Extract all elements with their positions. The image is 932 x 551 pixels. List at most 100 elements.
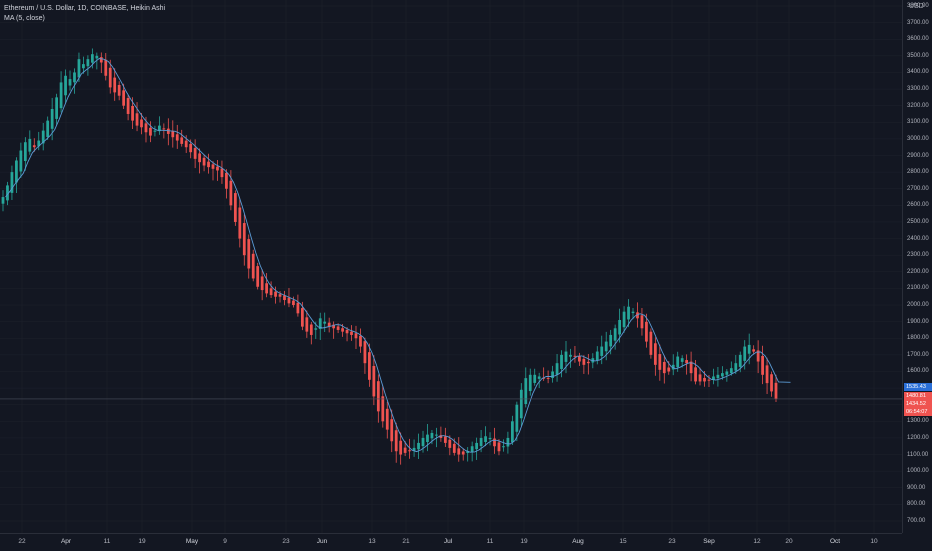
chart-area[interactable]: Ethereum / U.S. Dollar, 1D, COINBASE, He… <box>0 0 902 533</box>
candle-down <box>372 365 376 397</box>
candle-down <box>640 315 644 329</box>
candle-up <box>618 319 621 335</box>
candle-down <box>193 148 197 159</box>
candle-up <box>86 59 90 67</box>
close-value-badge: 1434.52 <box>904 400 932 408</box>
candle-down <box>126 98 130 114</box>
time-tick-label: Jul <box>443 538 453 545</box>
ma-value-badge: 1535.43 <box>904 383 932 391</box>
price-tick-label: 3200.00 <box>907 102 929 109</box>
candle-down <box>198 153 201 163</box>
ma-line <box>5 58 791 453</box>
price-tick-label: 3100.00 <box>907 119 929 126</box>
time-tick-label: 10 <box>870 538 878 545</box>
time-tick-label: 11 <box>486 538 494 545</box>
candle-down <box>698 374 702 382</box>
candle-down <box>256 266 260 287</box>
time-tick-label: 23 <box>282 538 290 545</box>
candle-up <box>466 451 470 453</box>
candle-down <box>260 276 264 291</box>
candle-up <box>479 437 483 447</box>
candle-up <box>59 82 63 109</box>
candle-up <box>524 378 528 405</box>
symbol-title[interactable]: Ethereum / U.S. Dollar, 1D, COINBASE, He… <box>4 5 166 12</box>
candle-up <box>537 376 541 379</box>
candle-down <box>363 341 367 364</box>
candle-down <box>122 90 126 106</box>
candle-up <box>421 437 425 447</box>
candle-down <box>390 419 394 442</box>
candle-up <box>738 354 742 367</box>
candle-up <box>15 160 18 183</box>
candle-down <box>32 145 36 148</box>
candle-down <box>765 365 769 384</box>
candle-up <box>555 363 559 375</box>
candle-down <box>166 128 170 134</box>
candle-down <box>756 350 760 362</box>
candle-down <box>117 84 121 96</box>
candle-down <box>113 77 117 93</box>
time-axis[interactable]: 22 Apr 11 19 May 9 23 Jun 13 21 Jul 11 19 Aug 15 23 Sep 1… <box>0 533 902 551</box>
ma-indicator-label[interactable]: MA (5, close) <box>4 15 45 22</box>
price-tick-label: 3000.00 <box>907 135 929 142</box>
time-tick-label: 22 <box>18 538 26 545</box>
candle-up <box>569 354 572 357</box>
candle-down <box>689 361 693 374</box>
candle-down <box>368 352 371 380</box>
candle-down <box>211 164 215 169</box>
candle-down <box>99 57 103 63</box>
time-tick-label: Aug <box>572 538 584 545</box>
candle-down <box>461 451 465 455</box>
candle-up <box>627 306 630 320</box>
candle-up <box>55 97 59 119</box>
price-tick-label: 1900.00 <box>907 318 929 325</box>
candle-up <box>95 55 99 59</box>
candle-up <box>720 373 724 377</box>
candle-down <box>381 396 385 422</box>
candle-down <box>707 379 711 381</box>
candle-down <box>354 333 358 339</box>
candle-down <box>578 356 581 362</box>
candle-down <box>207 161 210 168</box>
candle-up <box>631 311 635 314</box>
candle-up <box>729 368 733 374</box>
price-tick-label: 1000.00 <box>907 468 929 475</box>
candle-up <box>725 371 729 375</box>
candle-down <box>225 172 228 189</box>
price-tick-label: 3600.00 <box>907 36 929 43</box>
candle-down <box>774 382 778 399</box>
candle-down <box>327 322 331 327</box>
candle-down <box>238 207 242 239</box>
candle-down <box>305 317 309 332</box>
price-tick-label: 2800.00 <box>907 169 929 176</box>
candle-down <box>341 328 344 332</box>
candle-up <box>68 79 72 86</box>
candle-up <box>19 150 23 172</box>
candle-up <box>475 442 479 450</box>
candle-up <box>153 130 157 132</box>
price-chart[interactable] <box>0 0 902 533</box>
candle-down <box>287 297 291 304</box>
candle-up <box>510 421 514 443</box>
candle-up <box>470 446 474 453</box>
currency-label[interactable]: USD <box>909 3 924 10</box>
candle-down <box>309 324 313 335</box>
candle-up <box>676 356 680 368</box>
candle-up <box>41 130 45 144</box>
candles <box>1 48 778 465</box>
candle-down <box>104 59 108 76</box>
candle-up <box>613 328 617 341</box>
candle-up <box>747 344 751 354</box>
candle-up <box>609 334 613 347</box>
candle-down <box>385 408 389 430</box>
price-tick-label: 2500.00 <box>907 218 929 225</box>
candle-down <box>658 354 662 370</box>
candle-down <box>300 308 304 327</box>
price-tick-label: 2900.00 <box>907 152 929 159</box>
candle-up <box>82 64 85 69</box>
price-tick-label: 3700.00 <box>907 19 929 26</box>
candle-down <box>546 377 550 379</box>
price-axis[interactable]: USD 3800.00 3700.00 3600.00 3500.00 3400.00 3… <box>902 0 932 533</box>
candle-down <box>283 295 286 301</box>
candle-down <box>667 367 671 372</box>
